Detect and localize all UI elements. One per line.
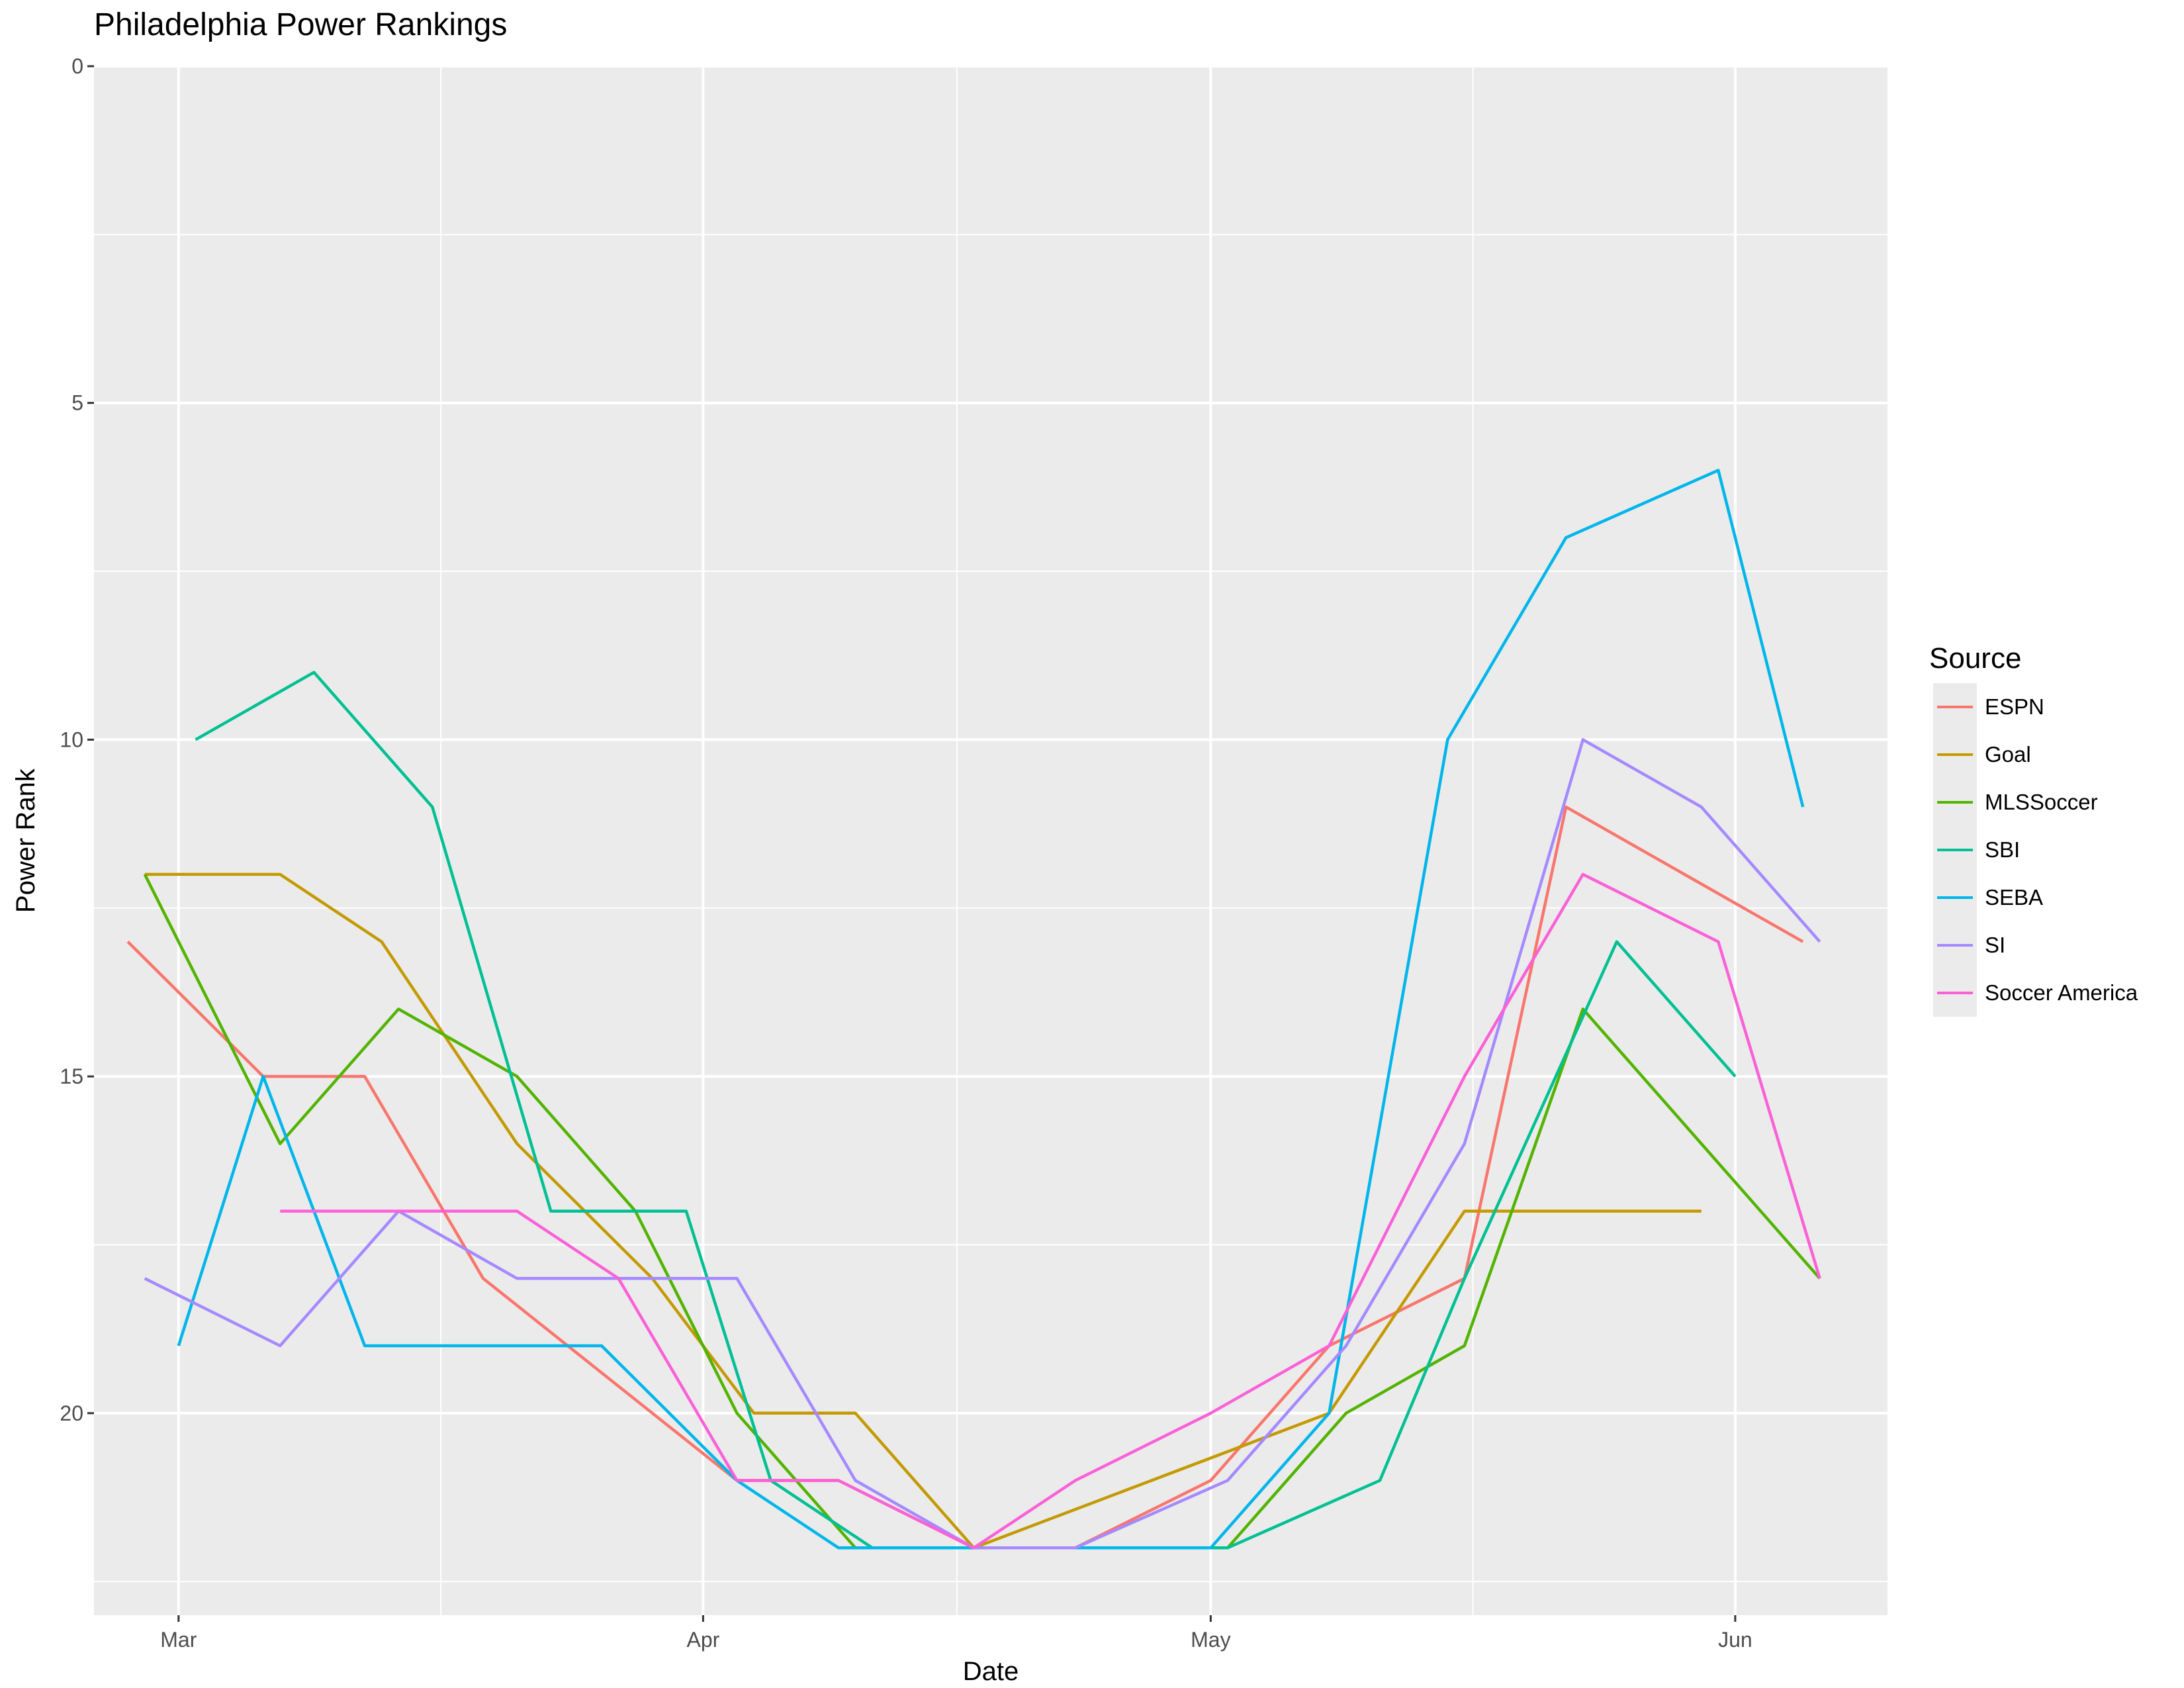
legend-swatch <box>1937 706 1973 708</box>
plot-panel <box>94 66 1888 1615</box>
legend-key <box>1933 731 1977 778</box>
legend-label: SEBA <box>1985 885 2044 910</box>
legend-key <box>1933 969 1977 1017</box>
legend-item: SEBA <box>1923 874 2138 921</box>
legend-swatch <box>1937 944 1973 947</box>
y-tick-label: 0 <box>71 54 83 78</box>
legend-swatch <box>1937 992 1973 994</box>
legend-label: Soccer America <box>1985 980 2138 1005</box>
x-tick-label: Apr <box>686 1628 719 1652</box>
y-tick-label: 15 <box>60 1064 83 1088</box>
legend-title: Source <box>1929 642 2022 675</box>
legend-item: Soccer America <box>1923 969 2138 1017</box>
y-tick-label: 10 <box>60 727 83 751</box>
legend-item: SBI <box>1923 826 2138 874</box>
y-tick-label: 5 <box>71 391 83 415</box>
chart-title: Philadelphia Power Rankings <box>94 7 508 42</box>
legend-key <box>1933 874 1977 921</box>
legend-label: MLSSoccer <box>1985 790 2098 814</box>
series-lines <box>126 469 1821 1550</box>
legend: Source ESPN Goal MLSSoccer SBI SEBA SI Soccer … <box>1923 642 2138 1017</box>
legend-swatch <box>1937 896 1973 899</box>
y-axis-title: Power Rank <box>11 768 40 913</box>
legend-items: ESPN Goal MLSSoccer SBI SEBA SI Soccer America <box>1923 683 2138 1017</box>
legend-key <box>1933 683 1977 731</box>
legend-key <box>1933 921 1977 969</box>
x-axis-title: Date <box>963 1657 1019 1686</box>
axis-ticks <box>87 65 1737 1622</box>
tick-labels: 0 5 10 15 20 Mar Apr May Jun <box>60 54 1752 1652</box>
series-line-goal <box>144 872 1702 1550</box>
legend-label: ESPN <box>1985 694 2044 719</box>
series-line-soccer-america <box>280 872 1821 1550</box>
y-tick-label: 20 <box>60 1401 83 1425</box>
legend-key <box>1933 826 1977 874</box>
legend-label: SBI <box>1985 837 2021 862</box>
legend-item: Goal <box>1923 731 2138 778</box>
legend-item: MLSSoccer <box>1923 778 2138 826</box>
legend-swatch <box>1937 753 1973 756</box>
legend-swatch <box>1937 849 1973 851</box>
x-tick-label: Mar <box>160 1628 197 1652</box>
legend-item: ESPN <box>1923 683 2138 731</box>
legend-label: Goal <box>1985 742 2031 767</box>
legend-label: SI <box>1985 933 2006 957</box>
grid-major <box>94 65 1888 1615</box>
x-tick-label: Jun <box>1718 1628 1752 1652</box>
legend-item: SI <box>1923 921 2138 969</box>
series-line-si <box>144 738 1821 1550</box>
legend-key <box>1933 778 1977 826</box>
legend-swatch <box>1937 801 1973 804</box>
x-tick-label: May <box>1191 1628 1230 1652</box>
